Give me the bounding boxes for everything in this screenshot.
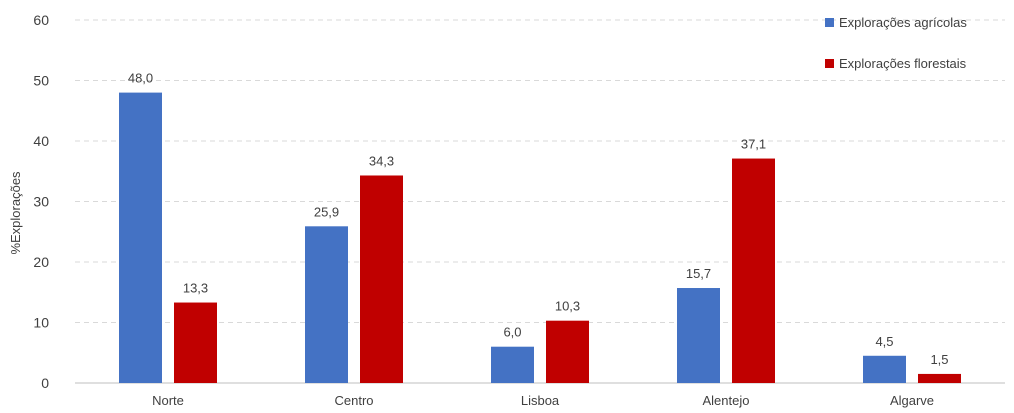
y-axis-ticks: 0 10 20 30 40 50 60 (33, 12, 49, 391)
y-axis-label: %Explorações (8, 171, 23, 255)
legend-swatch-agricolas (825, 18, 834, 27)
y-tick-label: 60 (33, 12, 49, 28)
x-category-label: Centro (334, 393, 373, 408)
gridlines (75, 19, 1005, 323)
bar-agricolas (119, 92, 162, 383)
bar-agricolas (677, 288, 720, 383)
y-tick-label: 40 (33, 133, 49, 149)
data-label: 48,0 (128, 71, 153, 86)
data-label: 15,7 (686, 266, 711, 281)
bar-florestais (174, 302, 217, 383)
bar-agricolas (491, 346, 534, 383)
legend-label-florestais: Explorações florestais (839, 56, 967, 71)
y-tick-label: 30 (33, 194, 49, 210)
legend-swatch-florestais (825, 59, 834, 68)
bar-florestais (918, 373, 961, 383)
x-category-label: Algarve (890, 393, 934, 408)
x-category-label: Norte (152, 393, 184, 408)
data-label: 10,3 (555, 299, 580, 314)
x-category-label: Lisboa (521, 393, 560, 408)
data-label: 25,9 (314, 204, 339, 219)
y-tick-label: 50 (33, 73, 49, 89)
data-labels: 48,0 13,3 25,9 34,3 6,0 10,3 15,7 37,1 4,5 1,5 (128, 71, 949, 367)
bars (119, 92, 961, 383)
y-tick-label: 0 (41, 375, 49, 391)
x-category-label: Alentejo (703, 393, 750, 408)
bar-florestais (360, 175, 403, 383)
y-tick-label: 10 (33, 315, 49, 331)
data-label: 1,5 (930, 352, 948, 367)
data-label: 4,5 (875, 334, 893, 349)
legend: Explorações agrícolas Explorações flores… (825, 15, 967, 71)
bar-florestais (732, 158, 775, 383)
legend-label-agricolas: Explorações agrícolas (839, 15, 967, 30)
data-label: 13,3 (183, 281, 208, 296)
bar-agricolas (305, 226, 348, 383)
data-label: 6,0 (503, 325, 521, 340)
y-tick-label: 20 (33, 254, 49, 270)
bar-agricolas (863, 355, 906, 383)
bar-florestais (546, 320, 589, 383)
data-label: 34,3 (369, 153, 394, 168)
data-label: 37,1 (741, 137, 766, 152)
x-axis-categories: Norte Centro Lisboa Alentejo Algarve (152, 393, 934, 408)
